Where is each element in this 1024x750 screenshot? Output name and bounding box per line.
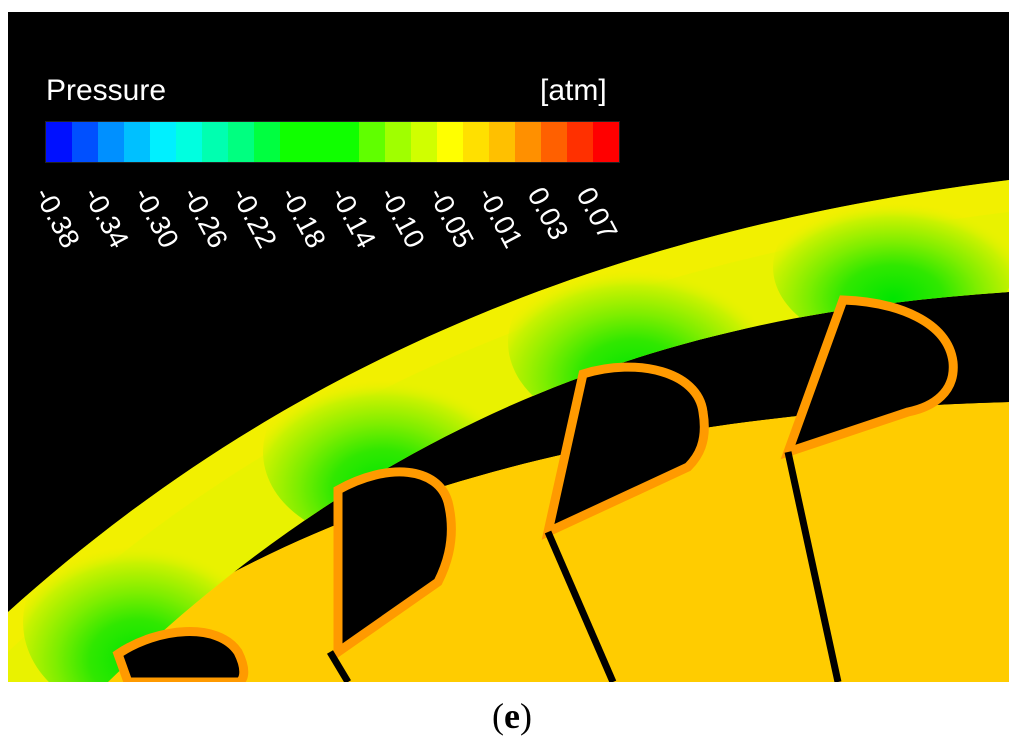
colorbar-swatch xyxy=(514,122,541,162)
colorbar-swatch xyxy=(410,122,437,162)
contour-field xyxy=(8,180,1009,682)
flow-channel xyxy=(68,287,1009,682)
figure-caption: (e) xyxy=(0,695,1024,737)
caption-open: ( xyxy=(492,696,504,736)
colorbar-swatch xyxy=(98,122,125,162)
colorbar-swatch xyxy=(592,122,620,162)
colorbar-swatch xyxy=(540,122,567,162)
legend-title: Pressure xyxy=(46,74,167,107)
colorbar-swatch xyxy=(46,122,73,162)
colorbar xyxy=(45,121,620,163)
blade-2 xyxy=(333,467,456,661)
colorbar-swatch xyxy=(566,122,593,162)
colorbar-swatch xyxy=(358,122,385,162)
caption-close: ) xyxy=(519,696,532,736)
colorbar-swatch xyxy=(176,122,203,162)
colorbar-swatch xyxy=(384,122,411,162)
hub-region xyxy=(68,402,1009,682)
legend-unit: [atm] xyxy=(540,74,607,107)
blade-3 xyxy=(541,362,709,540)
colorbar-swatch xyxy=(72,122,99,162)
colorbar-swatch xyxy=(488,122,515,162)
colorbar-swatch xyxy=(228,122,255,162)
colorbar-swatch xyxy=(306,122,333,162)
caption-letter: e xyxy=(504,696,520,736)
blade-4 xyxy=(780,295,958,460)
colorbar-swatch xyxy=(202,122,229,162)
colorbar-swatch xyxy=(150,122,177,162)
colorbar-swatch xyxy=(332,122,359,162)
pressure-contour-plot: Pressure [atm] -0.38 -0.34 -0.30 -0.26 -0.22… xyxy=(8,12,1009,682)
colorbar-swatch xyxy=(280,122,307,162)
blade-1 xyxy=(112,627,249,682)
colorbar-swatch xyxy=(462,122,489,162)
colorbar-swatch xyxy=(124,122,151,162)
colorbar-swatch xyxy=(254,122,281,162)
colorbar-swatch xyxy=(436,122,463,162)
